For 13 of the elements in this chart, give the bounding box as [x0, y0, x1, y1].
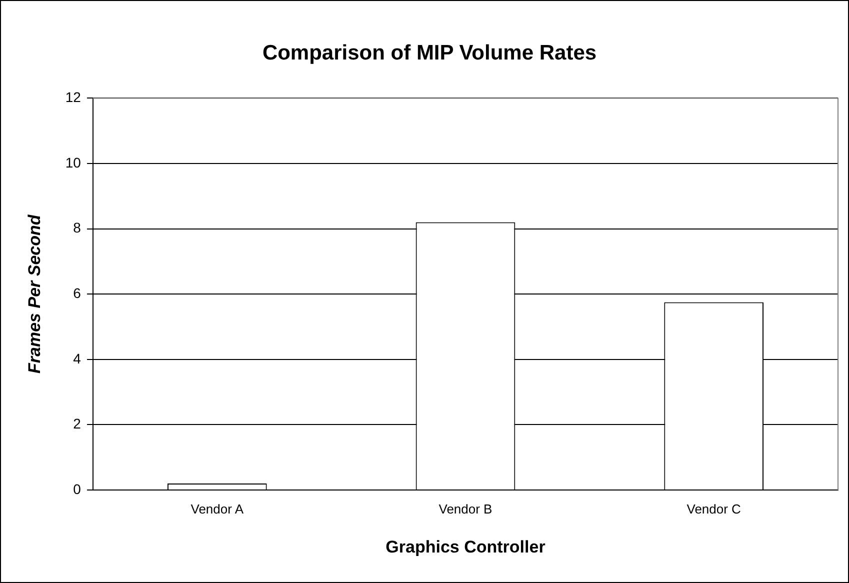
x-tick-label: Vendor A [190, 501, 244, 516]
y-tick-label: 10 [65, 154, 82, 170]
y-tick-label: 6 [73, 284, 82, 301]
y-tick-label: 8 [73, 220, 82, 236]
x-tick-label: Vendor C [686, 501, 741, 516]
x-tick-label: Vendor B [438, 501, 492, 516]
y-tick-label: 4 [73, 350, 82, 366]
y-tick-label: 12 [65, 89, 82, 106]
y-tick-label: 0 [73, 480, 82, 497]
y-tick-label: 2 [73, 416, 82, 432]
chart-title: Comparison of MIP Volume Rates [262, 41, 597, 64]
y-axis-title: Frames Per Second [24, 214, 44, 374]
x-axis-title: Graphics Controller [386, 537, 546, 556]
